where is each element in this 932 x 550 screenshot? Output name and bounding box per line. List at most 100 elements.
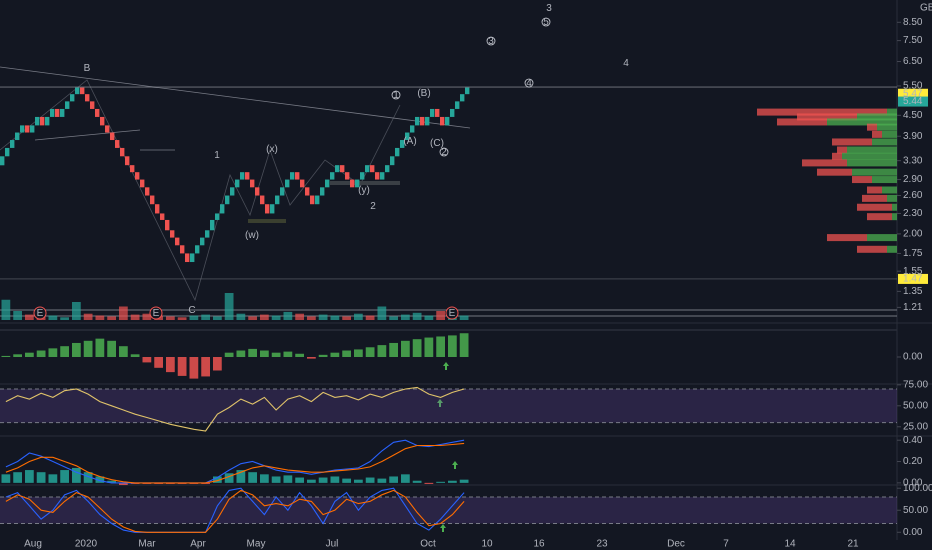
y-tick-label: 3.30 — [903, 155, 923, 166]
histogram-bar — [236, 350, 246, 357]
renko-brick — [415, 116, 420, 126]
renko-brick — [175, 237, 180, 246]
profile-down — [827, 234, 867, 242]
renko-brick — [40, 116, 45, 126]
renko-brick — [270, 204, 275, 214]
histogram-bar — [459, 479, 469, 483]
renko-brick — [315, 195, 320, 205]
renko-brick — [20, 125, 25, 133]
histogram-bar — [154, 357, 163, 368]
histogram-bar — [389, 342, 398, 357]
histogram-bar — [459, 333, 469, 357]
renko-brick — [365, 165, 370, 173]
volume-bar — [107, 316, 116, 320]
annotation: (x) — [266, 144, 278, 155]
volume-bar — [166, 316, 175, 320]
renko-brick — [115, 140, 120, 148]
renko-brick — [75, 87, 80, 95]
histogram-bar — [436, 336, 445, 357]
x-tick-label: Oct — [420, 539, 436, 550]
y-tick-label: 2.60 — [903, 190, 923, 201]
profile-down — [862, 194, 887, 202]
renko-brick — [455, 101, 460, 109]
zone — [248, 219, 286, 223]
renko-brick — [15, 132, 20, 141]
histogram-bar — [448, 335, 457, 357]
volume-bar — [60, 317, 69, 320]
histogram-bar — [248, 472, 257, 483]
renko-brick — [340, 165, 345, 173]
volume-bar — [224, 293, 234, 320]
volume-bar — [318, 314, 328, 320]
annotation-circle — [391, 90, 401, 100]
price-label-box — [898, 273, 928, 284]
profile-down — [837, 146, 847, 154]
histogram-bar — [412, 480, 422, 483]
series-line — [5, 386, 465, 432]
histogram-bar — [224, 473, 234, 483]
profile-down — [872, 130, 882, 138]
volume-bar — [201, 314, 210, 320]
renko-brick — [330, 172, 335, 180]
renko-brick — [290, 172, 295, 180]
y-tick-label: 3.90 — [903, 131, 923, 142]
profile-up — [887, 245, 897, 253]
profile-up — [872, 138, 897, 146]
renko-brick — [285, 179, 290, 188]
signal-arrows — [437, 362, 458, 532]
event-marker-label: E — [153, 308, 160, 319]
renko-brick — [295, 172, 300, 180]
histogram-bar — [224, 352, 234, 357]
renko-brick — [60, 108, 65, 117]
y-tick-label: 0.00 — [903, 478, 923, 489]
y-tick-label: 0.20 — [903, 456, 923, 467]
x-tick-label: Dec — [667, 539, 685, 550]
volume-bar — [436, 311, 445, 320]
profile-down — [802, 159, 847, 167]
renko-brick — [435, 108, 440, 117]
y-tick-label: 100.00 — [903, 483, 932, 494]
volume-bar — [213, 316, 222, 320]
histogram-bar — [283, 351, 293, 357]
arrow-up — [437, 399, 443, 407]
renko-brick — [385, 165, 390, 173]
y-tick-label: 75.00 — [903, 379, 928, 390]
profile-up — [827, 118, 897, 126]
renko-brick — [180, 245, 185, 254]
volume-bar — [271, 315, 281, 320]
renko-brick — [215, 213, 220, 220]
profile-up — [867, 234, 897, 242]
volume-bar — [389, 316, 398, 320]
profile-up — [842, 152, 897, 160]
y-tick-label: 25.00 — [903, 421, 928, 432]
price-label: 5.44 — [903, 96, 923, 107]
volume-bar — [25, 314, 34, 320]
histogram-bar — [260, 350, 269, 357]
renko-brick — [350, 179, 355, 188]
histogram-bar — [236, 470, 246, 483]
x-tick-label: 7 — [723, 539, 729, 550]
histogram-bar — [119, 482, 128, 485]
histogram-bar — [448, 480, 457, 483]
renko-brick — [325, 179, 330, 188]
histogram-bar — [36, 350, 46, 357]
x-tick-label: 14 — [784, 539, 796, 550]
histogram-bar — [60, 470, 69, 483]
histogram-bar — [271, 476, 281, 483]
renko-brick — [265, 204, 270, 214]
renko-brick — [90, 101, 95, 109]
annotation: 1 — [393, 90, 399, 101]
histogram-bar — [330, 352, 340, 357]
renko-brick — [255, 187, 260, 196]
histogram-bar — [48, 474, 58, 483]
histogram-bar — [401, 340, 410, 357]
trend-line — [0, 66, 471, 129]
arrow-up — [452, 461, 458, 469]
renko-brick — [100, 116, 105, 126]
histogram-bar — [365, 477, 375, 483]
histogram-bar — [283, 475, 293, 483]
profile-down — [832, 138, 872, 146]
volume-bar — [13, 311, 22, 320]
currency-label: GBX — [920, 3, 932, 14]
